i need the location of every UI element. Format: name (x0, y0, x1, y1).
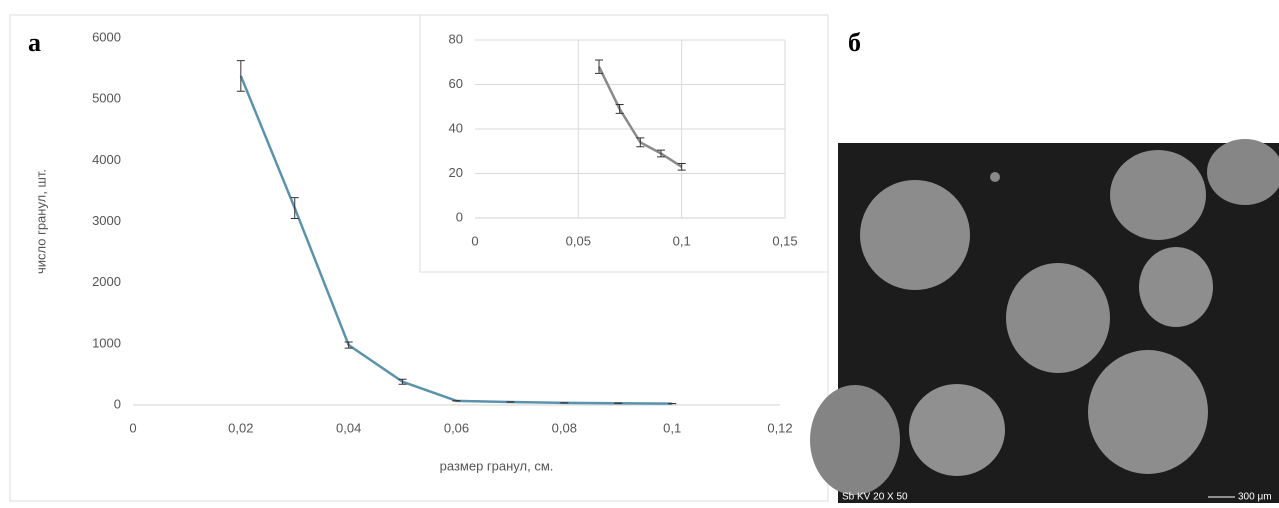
scale-bar-label: 300 μm (1238, 492, 1272, 503)
y-tick-label: 80 (449, 31, 463, 46)
y-tick-label: 20 (449, 165, 463, 180)
x-tick-label: 0,02 (228, 420, 253, 435)
y-axis-label: число гранул, шт. (33, 169, 48, 274)
y-tick-label: 60 (449, 76, 463, 91)
x-tick-label: 0,15 (772, 233, 797, 248)
y-tick-label: 2000 (92, 274, 121, 289)
y-tick-label: 4000 (92, 152, 121, 167)
x-tick-label: 0,06 (444, 420, 469, 435)
x-tick-label: 0,05 (566, 233, 591, 248)
error-bar (237, 61, 245, 92)
x-tick-label: 0,1 (663, 420, 681, 435)
y-tick-label: 6000 (92, 29, 121, 44)
x-tick-label: 0 (471, 233, 478, 248)
y-tick-label: 5000 (92, 91, 121, 106)
panel-label: б (848, 28, 861, 57)
panel-label: а (28, 28, 41, 57)
x-axis-label: размер гранул, см. (440, 458, 554, 473)
x-tick-label: 0 (129, 420, 136, 435)
image-caption: Sb KV 20 X 50 (842, 492, 908, 503)
x-tick-label: 0,12 (767, 420, 792, 435)
y-tick-label: 3000 (92, 213, 121, 228)
y-tick-label: 40 (449, 120, 463, 135)
y-tick-label: 0 (456, 209, 463, 224)
x-tick-label: 0,1 (673, 233, 691, 248)
y-tick-label: 0 (114, 396, 121, 411)
micrograph: Sb KV 20 X 50 300 μm (810, 139, 1279, 503)
y-tick-label: 1000 (92, 335, 121, 350)
x-tick-label: 0,08 (552, 420, 577, 435)
x-tick-label: 0,04 (336, 420, 361, 435)
inset-frame (420, 15, 828, 272)
